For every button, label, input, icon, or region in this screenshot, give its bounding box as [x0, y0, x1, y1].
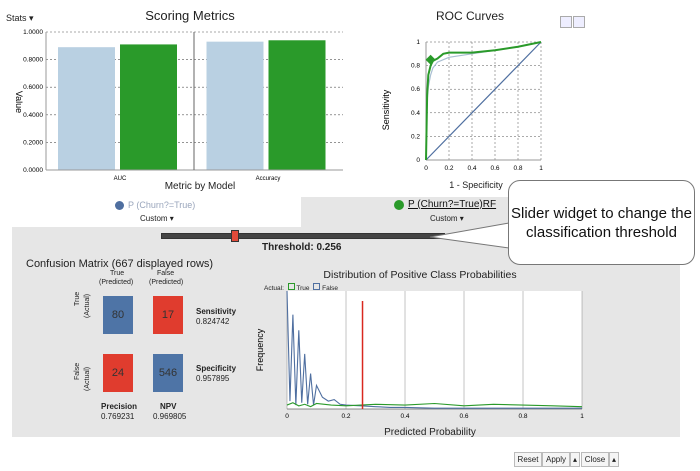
category-label-auc: AUC [114, 176, 127, 182]
callout-pointer [429, 222, 510, 249]
row-header-false: False [74, 362, 81, 380]
confusion-matrix-title: Confusion Matrix (667 displayed rows) [26, 258, 214, 270]
sensitivity-value: 0.824742 [196, 317, 230, 326]
x-tick-label: 0 [424, 165, 428, 172]
scoring-x-axis-label: Metric by Model [164, 181, 236, 192]
legend-marker-model2 [394, 200, 404, 210]
row-header-true: True [74, 291, 81, 306]
x-tick-label: 0 [285, 413, 289, 420]
scoring-y-axis-label: Value [14, 91, 24, 113]
bar-auc-series1 [58, 47, 115, 170]
y-tick-label: 0.4000 [23, 112, 43, 119]
distribution-title: Distribution of Positive Class Probabili… [323, 269, 517, 281]
legend-label-model1[interactable]: P (Churn?=True) [128, 200, 196, 210]
roc-chart: 0 0.2 0.4 0.6 0.8 1 1 0.8 0.6 0.4 0.2 0 Sensitivity [381, 39, 543, 172]
y-tick-label: 0.6000 [23, 84, 43, 91]
y-tick-label: 0.2 [411, 133, 420, 140]
specificity-value: 0.957895 [196, 374, 230, 383]
cell-false-negative: 17 [153, 296, 183, 334]
legend-true-label: True [296, 285, 310, 292]
bar-auc-series2 [120, 44, 177, 170]
x-tick-label: 0.4 [467, 165, 476, 172]
y-tick-label: 0.8 [411, 63, 420, 70]
custom-dropdown-2[interactable]: Custom ▾ [430, 214, 464, 223]
x-tick-label: 0.2 [341, 413, 350, 420]
expand-icon[interactable] [560, 16, 572, 28]
distribution-legend: Actual: True False [264, 283, 338, 292]
x-tick-label: 0.6 [459, 413, 468, 420]
roc-title: ROC Curves [435, 9, 504, 23]
threshold-label: Threshold: 0.256 [262, 242, 342, 253]
precision-label: Precision [101, 402, 138, 411]
y-tick-label: 0.2000 [23, 139, 43, 146]
bar-accuracy-series2 [268, 40, 326, 170]
distribution-y-axis-label: Frequency [255, 328, 265, 371]
roc-x-axis-label: 1 - Specificity [449, 180, 503, 190]
callout-annotation: Slider widget to change the classificati… [508, 180, 695, 265]
col-header-true: True [110, 270, 125, 277]
x-tick-label: 1 [580, 413, 584, 420]
legend-false-label: False [322, 285, 339, 292]
threshold-slider-handle[interactable] [230, 230, 239, 242]
y-tick-label: 0.8000 [23, 57, 43, 64]
close-button[interactable]: Close [581, 452, 609, 467]
specificity-label: Specificity [196, 364, 237, 373]
apply-button[interactable]: Apply [542, 452, 570, 467]
y-tick-label: 1.0000 [23, 29, 43, 36]
col-header-false: False [157, 270, 175, 277]
cell-false-positive: 24 [103, 354, 133, 392]
threshold-marker [425, 54, 436, 65]
legend-label-model2[interactable]: P (Churn?=True)RF [408, 199, 497, 210]
x-tick-label: 1 [539, 165, 543, 172]
category-label-accuracy: Accuracy [256, 176, 281, 182]
col-header-false-predicted: (Predicted) [149, 279, 184, 286]
distribution-line-true [286, 402, 583, 408]
y-tick-label: 0.4 [411, 110, 420, 117]
x-tick-label: 0.8 [513, 165, 522, 172]
row-header-true-actual: (Actual) [84, 293, 91, 318]
y-tick-label: 0.6 [411, 86, 420, 93]
stats-dropdown[interactable]: Stats ▾ [6, 13, 34, 23]
roc-y-axis-label: Sensitivity [381, 89, 391, 130]
distribution-chart: 0 0.2 0.4 0.6 0.8 1 Frequency [255, 290, 584, 420]
legend-marker-model1 [115, 201, 124, 210]
legend-actual-label: Actual: [264, 285, 284, 292]
reset-button[interactable]: Reset [514, 452, 542, 467]
y-tick-label: 0.0000 [23, 167, 43, 174]
roc-line-diagonal [425, 41, 542, 161]
y-tick-label: 0 [416, 157, 420, 164]
x-tick-label: 0.4 [400, 413, 409, 420]
cell-true-negative: 546 [153, 354, 183, 392]
row-header-false-actual: (Actual) [84, 366, 91, 391]
x-tick-label: 0.8 [518, 413, 527, 420]
sensitivity-label: Sensitivity [196, 307, 237, 316]
custom-dropdown-1[interactable]: Custom ▾ [140, 214, 174, 223]
x-tick-label: 0.2 [444, 165, 453, 172]
apply-arrow-button[interactable]: ▴ [570, 452, 580, 467]
x-tick-label: 0.6 [490, 165, 499, 172]
precision-value: 0.769231 [101, 412, 135, 421]
col-header-true-predicted: (Predicted) [99, 279, 134, 286]
npv-value: 0.969805 [153, 412, 187, 421]
distribution-x-axis-label: Predicted Probability [384, 427, 476, 438]
y-tick-label: 1 [416, 39, 420, 46]
distribution-line-false [286, 290, 582, 409]
cell-true-positive: 80 [103, 296, 133, 334]
roc-line-series2 [425, 41, 542, 161]
threshold-slider-track[interactable] [161, 233, 445, 239]
scoring-metrics-title: Scoring Metrics [145, 8, 235, 23]
menu-icon[interactable] [573, 16, 585, 28]
npv-label: NPV [160, 402, 177, 411]
close-arrow-button[interactable]: ▴ [609, 452, 619, 467]
scoring-metrics-chart: 1.0000 0.8000 0.6000 0.4000 0.2000 0.0000 AUC… [14, 29, 343, 182]
bar-accuracy-series1 [206, 41, 264, 170]
